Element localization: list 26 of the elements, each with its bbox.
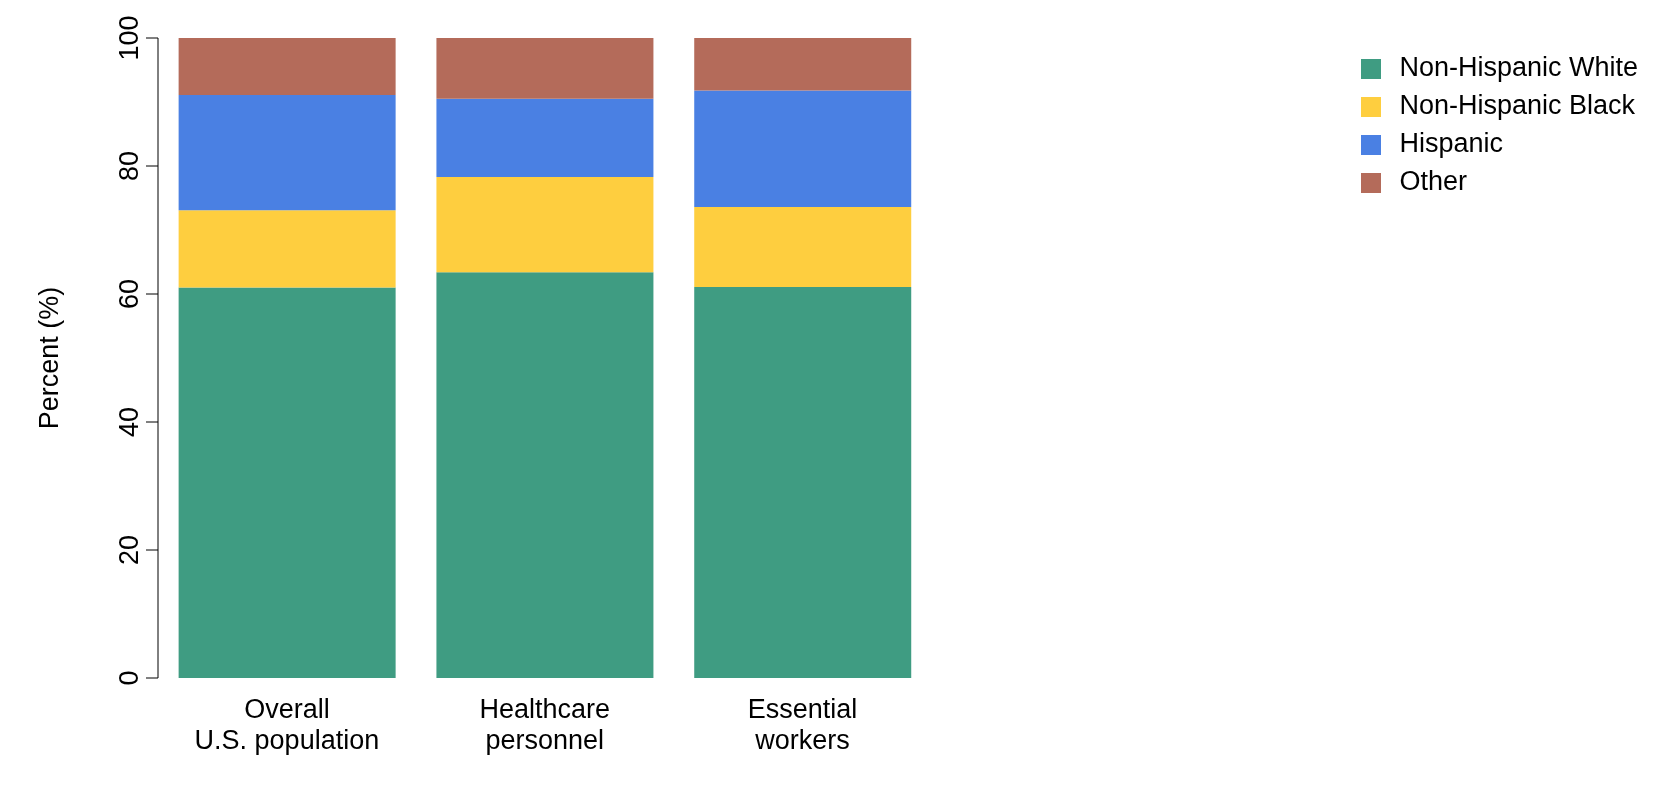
x-tick-label: Healthcare personnel	[479, 694, 610, 756]
y-tick-label: 80	[114, 150, 144, 182]
y-tick-label: 40	[114, 406, 144, 438]
bar	[694, 90, 912, 207]
bar	[436, 272, 654, 678]
bar	[436, 176, 654, 273]
x-tick-label: Overall U.S. population	[194, 694, 380, 756]
y-tick-label: 20	[114, 534, 144, 566]
bar	[178, 38, 396, 95]
bar	[178, 94, 396, 211]
bar	[694, 286, 912, 678]
legend-label: Non-Hispanic White	[1399, 52, 1638, 82]
bar	[694, 38, 912, 91]
bar	[436, 38, 654, 99]
bar	[178, 287, 396, 678]
y-tick-label: 0	[114, 670, 144, 686]
x-tick-label: Essential workers	[747, 694, 858, 756]
y-tick-label: 60	[114, 278, 144, 310]
legend-label: Hispanic	[1399, 128, 1503, 158]
bar	[694, 206, 912, 287]
y-axis-title: Percent (%)	[33, 286, 64, 430]
bar	[436, 98, 654, 177]
y-tick-label: 100	[114, 15, 144, 61]
bar	[178, 210, 396, 288]
legend-label: Non-Hispanic Black	[1399, 90, 1635, 120]
legend-label: Other	[1399, 166, 1467, 196]
